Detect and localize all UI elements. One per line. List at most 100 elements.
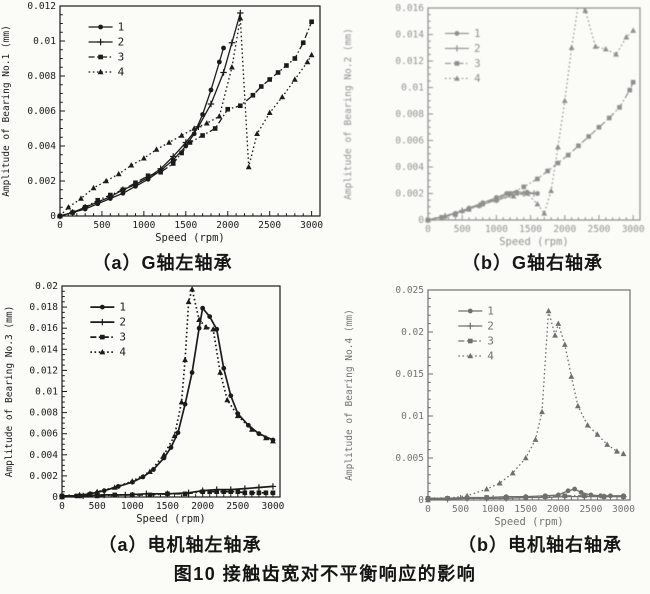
series-layer — [425, 8, 637, 224]
svg-text:3000: 3000 — [612, 504, 635, 515]
svg-text:0.014: 0.014 — [395, 30, 424, 41]
svg-text:500: 500 — [89, 501, 106, 512]
svg-text:0.002: 0.002 — [27, 176, 56, 187]
caption-g-shaft-right-bearing: （b）G轴右轴承 — [462, 253, 603, 273]
series-4 — [425, 8, 637, 223]
chart-bearing-no4: 0 500 1000 1500 2000 2500 3000 Speed (rpm) 0 0.00… — [344, 285, 635, 528]
legend: 1 2 3 4 — [458, 305, 494, 363]
svg-text:2500: 2500 — [579, 504, 602, 515]
svg-text:2500: 2500 — [258, 220, 281, 231]
svg-text:0.01: 0.01 — [33, 36, 56, 47]
legend: 1 2 3 4 — [90, 301, 126, 359]
svg-text:0.01: 0.01 — [401, 83, 424, 94]
svg-text:3: 3 — [118, 51, 125, 64]
svg-text:1000: 1000 — [485, 224, 508, 235]
x-axis-title: Speed (rpm) — [155, 232, 225, 244]
series-1 — [425, 189, 540, 223]
x-axis-title: Speed (rpm) — [494, 516, 564, 528]
svg-text:0.006: 0.006 — [29, 429, 58, 440]
plot-frame — [427, 7, 641, 221]
svg-text:0.02: 0.02 — [35, 281, 58, 292]
svg-text:2: 2 — [474, 42, 481, 55]
svg-text:0.016: 0.016 — [395, 3, 424, 14]
svg-text:0.008: 0.008 — [395, 109, 424, 120]
svg-text:0: 0 — [50, 211, 56, 222]
svg-text:1: 1 — [487, 305, 494, 318]
series-layer — [59, 286, 277, 500]
series-2 — [57, 9, 244, 220]
series-2 — [425, 190, 538, 224]
svg-text:500: 500 — [93, 220, 110, 231]
y-axis-title: Amplitude of Bearing No.2 (mm) — [343, 28, 354, 200]
svg-text:0: 0 — [425, 504, 431, 515]
x-axis-title: Speed (rpm) — [136, 513, 206, 525]
plot-frame — [59, 5, 321, 217]
series-layer — [57, 9, 315, 220]
y-axis: 0 0.002 0.004 0.006 0.008 0.01 0.012 0.014 0.016… — [343, 3, 433, 226]
svg-text:0: 0 — [57, 220, 63, 231]
svg-text:1: 1 — [119, 301, 126, 314]
svg-text:0.006: 0.006 — [27, 106, 56, 117]
svg-text:0.016: 0.016 — [29, 323, 58, 334]
svg-text:1: 1 — [474, 27, 481, 40]
plot-frame — [61, 285, 281, 498]
y-axis-title: Amplitude of Bearing No.4 (mm) — [344, 309, 355, 481]
svg-text:500: 500 — [452, 504, 469, 515]
svg-text:0.006: 0.006 — [395, 136, 424, 147]
svg-text:0.002: 0.002 — [29, 471, 58, 482]
svg-text:2000: 2000 — [553, 224, 576, 235]
x-axis-title: Speed (rpm) — [499, 236, 569, 248]
chart-panel-g-shaft-left-bearing: 0 500 1000 1500 2000 2500 3000 Speed (rpm) 0 0.00… — [0, 0, 325, 252]
svg-text:0.012: 0.012 — [29, 365, 58, 376]
svg-text:0.008: 0.008 — [29, 408, 58, 419]
svg-text:0.025: 0.025 — [395, 285, 424, 296]
svg-text:0: 0 — [52, 492, 58, 503]
svg-text:2000: 2000 — [191, 501, 214, 512]
series-1 — [59, 305, 276, 500]
svg-text:3000: 3000 — [622, 224, 645, 235]
chart-panel-g-shaft-right-bearing: 0 500 1000 1500 2000 2500 3000 Speed (rpm) 0 0.00… — [325, 0, 650, 252]
svg-text:0.014: 0.014 — [29, 344, 58, 355]
svg-text:0.01: 0.01 — [401, 411, 424, 422]
plot-frame — [427, 289, 631, 501]
svg-text:4: 4 — [487, 350, 494, 363]
svg-text:2000: 2000 — [547, 504, 570, 515]
svg-text:3000: 3000 — [300, 220, 323, 231]
svg-text:3: 3 — [119, 331, 126, 344]
y-axis: 0 0.002 0.004 0.006 0.008 0.01 0.012 Amplitude … — [1, 1, 65, 222]
chart-bearing-no1: 0 500 1000 1500 2000 2500 3000 Speed (rpm) 0 0.00… — [1, 1, 323, 244]
svg-text:4: 4 — [474, 72, 481, 85]
legend: 1 2 3 4 — [444, 27, 481, 85]
chart-panel-motor-shaft-right-bearing: 0 500 1000 1500 2000 2500 3000 Speed (rpm) 0 0.00… — [325, 272, 650, 530]
svg-text:0.01: 0.01 — [35, 387, 58, 398]
svg-text:4: 4 — [118, 66, 125, 79]
svg-text:500: 500 — [454, 224, 471, 235]
svg-text:0: 0 — [418, 215, 424, 226]
svg-text:3: 3 — [474, 57, 481, 70]
svg-text:2500: 2500 — [588, 224, 611, 235]
svg-text:4: 4 — [119, 346, 126, 359]
svg-text:2: 2 — [487, 320, 494, 333]
svg-text:3: 3 — [487, 335, 494, 348]
caption-motor-shaft-left-bearing: （a）电机轴左轴承 — [98, 535, 262, 555]
svg-text:1000: 1000 — [121, 501, 144, 512]
caption-motor-shaft-right-bearing: （b）电机轴右轴承 — [458, 535, 622, 555]
y-axis: 0 0.005 0.01 0.015 0.02 0.025 Amplitude of Bea… — [344, 285, 433, 506]
figure-caption: 图10 接触齿宽对不平衡响应的影响 — [173, 564, 477, 584]
x-axis: 0 500 1000 1500 2000 2500 3000 Speed (rpm) — [425, 215, 645, 248]
svg-text:1500: 1500 — [156, 501, 179, 512]
svg-text:0.012: 0.012 — [395, 56, 424, 67]
chart-panel-motor-shaft-left-bearing: 0 500 1000 1500 2000 2500 3000 Speed (rpm) 0 0.00… — [0, 272, 325, 530]
svg-text:0: 0 — [418, 495, 424, 506]
svg-text:2000: 2000 — [216, 220, 239, 231]
x-axis: 0 500 1000 1500 2000 2500 3000 Speed (rpm) — [57, 211, 323, 244]
svg-text:0.02: 0.02 — [401, 327, 424, 338]
svg-text:0.002: 0.002 — [395, 189, 424, 200]
svg-text:0.015: 0.015 — [395, 369, 424, 380]
svg-text:0.004: 0.004 — [29, 450, 58, 461]
chart-bearing-no2: 0 500 1000 1500 2000 2500 3000 Speed (rpm) 0 0.00… — [343, 3, 645, 248]
y-axis-title: Amplitude of Bearing No.3 (mm) — [4, 306, 15, 478]
svg-text:1500: 1500 — [514, 504, 537, 515]
svg-text:1: 1 — [118, 21, 125, 34]
